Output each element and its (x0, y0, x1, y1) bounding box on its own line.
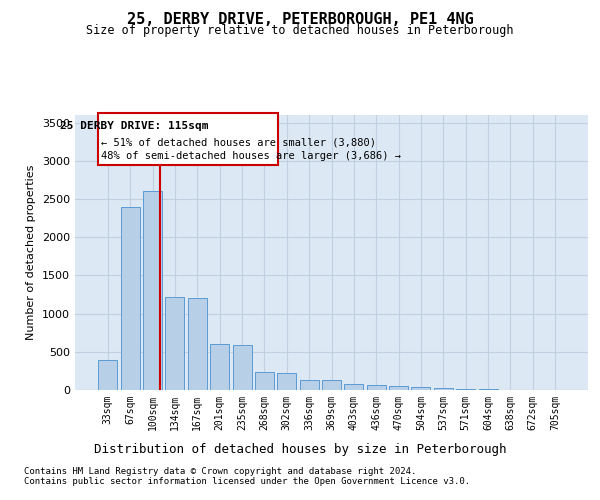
Bar (434, 388, 453, 390)
Bar (367, 384, 386, 390)
Bar (412, 387, 430, 390)
Bar (344, 384, 364, 390)
Bar (389, 386, 408, 390)
Bar (210, 344, 229, 390)
Text: Contains public sector information licensed under the Open Government Licence v3: Contains public sector information licen… (24, 478, 470, 486)
Text: Contains HM Land Registry data © Crown copyright and database right 2024.: Contains HM Land Registry data © Crown c… (24, 468, 416, 476)
Text: Distribution of detached houses by size in Peterborough: Distribution of detached houses by size … (94, 442, 506, 456)
Bar (188, 298, 207, 390)
Bar (166, 297, 184, 390)
Text: ← 51% of detached houses are smaller (3,880): ← 51% of detached houses are smaller (3,… (101, 137, 376, 147)
Bar (322, 380, 341, 390)
Bar (143, 192, 162, 390)
Text: Size of property relative to detached houses in Peterborough: Size of property relative to detached ho… (86, 24, 514, 37)
Text: 25, DERBY DRIVE, PETERBOROUGH, PE1 4NG: 25, DERBY DRIVE, PETERBOROUGH, PE1 4NG (127, 12, 473, 28)
Text: 25 DERBY DRIVE: 115sqm: 25 DERBY DRIVE: 115sqm (61, 122, 209, 132)
Bar (299, 380, 319, 390)
Bar (98, 360, 118, 390)
Bar (121, 208, 140, 390)
Bar (479, 389, 497, 390)
FancyBboxPatch shape (98, 114, 278, 166)
Bar (456, 389, 475, 390)
Bar (255, 372, 274, 390)
Bar (277, 373, 296, 390)
Y-axis label: Number of detached properties: Number of detached properties (26, 165, 37, 340)
Text: 48% of semi-detached houses are larger (3,686) →: 48% of semi-detached houses are larger (… (101, 151, 401, 161)
Bar (233, 345, 251, 390)
